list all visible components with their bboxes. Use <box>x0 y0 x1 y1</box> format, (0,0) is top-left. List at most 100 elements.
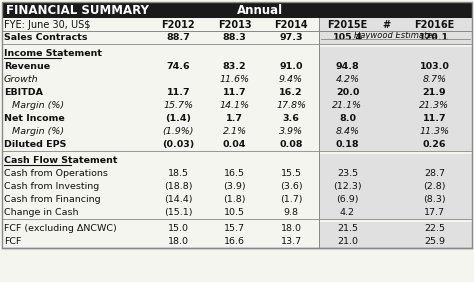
Text: 14.1%: 14.1% <box>219 101 250 110</box>
Text: 8.4%: 8.4% <box>336 127 359 136</box>
Text: 105.4: 105.4 <box>332 33 363 42</box>
Bar <box>319 18 472 41</box>
Bar <box>2 138 472 151</box>
Text: Margin (%): Margin (%) <box>12 101 64 110</box>
Text: (14.4): (14.4) <box>164 195 192 204</box>
Bar <box>2 86 472 99</box>
Text: 0.08: 0.08 <box>279 140 303 149</box>
Bar <box>319 167 472 180</box>
Bar <box>2 99 472 112</box>
Text: 18.0: 18.0 <box>281 224 301 233</box>
Text: 21.0: 21.0 <box>337 237 358 246</box>
Bar <box>319 154 472 167</box>
Text: 120.1: 120.1 <box>419 33 449 42</box>
Text: 16.5: 16.5 <box>224 169 245 178</box>
Bar <box>319 222 472 235</box>
Text: 3.6: 3.6 <box>283 114 300 123</box>
Text: 21.3%: 21.3% <box>419 101 449 110</box>
Text: Income Statement: Income Statement <box>4 49 102 58</box>
Bar <box>2 235 472 248</box>
Text: F2015E: F2015E <box>328 19 367 30</box>
Text: #: # <box>382 19 390 30</box>
Text: F2012: F2012 <box>162 19 195 30</box>
Text: 1.7: 1.7 <box>226 114 243 123</box>
Bar <box>319 112 472 125</box>
Bar <box>2 206 472 219</box>
Text: 8.0: 8.0 <box>339 114 356 123</box>
Text: (3.6): (3.6) <box>280 182 302 191</box>
Bar <box>2 47 472 60</box>
Text: 21.1%: 21.1% <box>332 101 363 110</box>
Text: (8.3): (8.3) <box>423 195 446 204</box>
Bar <box>2 73 472 86</box>
Text: 22.5: 22.5 <box>424 224 445 233</box>
Text: Haywood Estimates: Haywood Estimates <box>354 32 437 41</box>
Text: 16.6: 16.6 <box>224 237 245 246</box>
Text: (1.4): (1.4) <box>165 114 191 123</box>
Text: FYE: June 30, US$: FYE: June 30, US$ <box>4 19 91 30</box>
Text: 83.2: 83.2 <box>223 62 246 71</box>
Text: 88.7: 88.7 <box>166 33 190 42</box>
Text: 28.7: 28.7 <box>424 169 445 178</box>
Text: 13.7: 13.7 <box>281 237 301 246</box>
Bar <box>2 222 472 235</box>
Text: 17.7: 17.7 <box>424 208 445 217</box>
Text: 16.2: 16.2 <box>279 88 303 97</box>
Bar <box>319 206 472 219</box>
Text: 11.6%: 11.6% <box>219 75 250 84</box>
Bar <box>2 180 472 193</box>
Text: 74.6: 74.6 <box>166 62 190 71</box>
Text: (3.9): (3.9) <box>223 182 246 191</box>
Bar <box>2 125 472 138</box>
Bar <box>319 193 472 206</box>
Text: 11.3%: 11.3% <box>419 127 449 136</box>
Bar <box>319 47 472 60</box>
Bar <box>319 138 472 151</box>
Text: (6.9): (6.9) <box>336 195 359 204</box>
Text: Cash Flow Statement: Cash Flow Statement <box>4 156 118 165</box>
Bar <box>319 125 472 138</box>
Text: Sales Contracts: Sales Contracts <box>4 33 88 42</box>
Text: Cash from Financing: Cash from Financing <box>4 195 100 204</box>
Bar <box>319 235 472 248</box>
Text: F2013: F2013 <box>218 19 252 30</box>
Text: 21.5: 21.5 <box>337 224 358 233</box>
Text: F2016E: F2016E <box>414 19 455 30</box>
Text: 15.7: 15.7 <box>224 224 245 233</box>
Text: (0.03): (0.03) <box>162 140 194 149</box>
Text: 11.7: 11.7 <box>166 88 190 97</box>
Bar <box>2 18 472 41</box>
Bar <box>319 31 472 44</box>
Text: 18.5: 18.5 <box>168 169 189 178</box>
Bar <box>319 86 472 99</box>
Text: 25.9: 25.9 <box>424 237 445 246</box>
Text: 8.7%: 8.7% <box>422 75 447 84</box>
Text: Growth: Growth <box>4 75 38 84</box>
Text: Revenue: Revenue <box>4 62 50 71</box>
Text: 94.8: 94.8 <box>336 62 359 71</box>
Bar <box>319 60 472 73</box>
Bar <box>2 2 472 18</box>
Text: 11.7: 11.7 <box>423 114 446 123</box>
Bar <box>2 154 472 167</box>
Bar <box>319 180 472 193</box>
Text: (12.3): (12.3) <box>333 182 362 191</box>
Text: Margin (%): Margin (%) <box>12 127 64 136</box>
Bar <box>2 60 472 73</box>
Text: (1.7): (1.7) <box>280 195 302 204</box>
Text: 97.3: 97.3 <box>279 33 303 42</box>
Text: 9.8: 9.8 <box>283 208 299 217</box>
Bar <box>2 167 472 180</box>
Text: 3.9%: 3.9% <box>279 127 303 136</box>
Text: Net Income: Net Income <box>4 114 65 123</box>
Text: 0.18: 0.18 <box>336 140 359 149</box>
Text: 15.0: 15.0 <box>168 224 189 233</box>
Text: 21.9: 21.9 <box>423 88 446 97</box>
Text: 0.04: 0.04 <box>223 140 246 149</box>
Text: (1.9%): (1.9%) <box>163 127 194 136</box>
Text: Annual: Annual <box>237 3 283 17</box>
Bar <box>319 99 472 112</box>
Text: FCF: FCF <box>4 237 21 246</box>
Text: 11.7: 11.7 <box>223 88 246 97</box>
Bar <box>2 2 472 248</box>
